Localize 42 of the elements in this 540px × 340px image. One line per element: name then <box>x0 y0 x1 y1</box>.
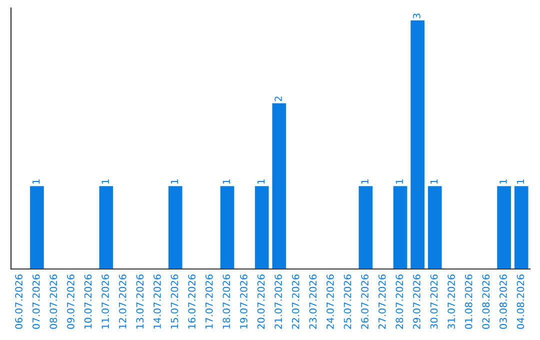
x-tick-label: 25.07.2026 <box>344 274 352 329</box>
data-label: 1 <box>430 179 438 184</box>
data-label: 1 <box>102 179 109 184</box>
x-tick-label: 29.07.2026 <box>413 274 420 329</box>
x-tick-label: 16.07.2026 <box>188 274 196 328</box>
x-tick-label: 03.08.2026 <box>500 274 507 329</box>
x-tick-label: 30.07.2026 <box>430 274 438 329</box>
x-tick-label: 06.07.2026 <box>15 274 22 329</box>
data-label: 1 <box>32 179 40 184</box>
x-tick-label: 21.07.2026 <box>274 274 282 329</box>
x-tick-label: 11.07.2026 <box>102 274 109 328</box>
data-label: 2 <box>274 96 282 102</box>
x-tick-label: 04.08.2026 <box>516 274 524 329</box>
data-label: 1 <box>257 179 265 184</box>
x-tick-label: 20.07.2026 <box>257 274 265 329</box>
x-tick-label: 15.07.2026 <box>170 274 178 328</box>
x-tick-label: 08.07.2026 <box>50 274 58 329</box>
x-tick-label: 12.07.2026 <box>118 274 126 328</box>
data-label: 1 <box>500 179 507 184</box>
data-label: 1 <box>222 179 230 184</box>
x-tick-label: 19.07.2026 <box>240 274 248 328</box>
x-tick-label: 27.07.2026 <box>378 274 386 329</box>
data-label: 3 <box>413 14 420 18</box>
x-tick-label: 07.07.2026 <box>32 274 40 329</box>
x-tick-label: 02.08.2026 <box>482 274 490 329</box>
data-label: 1 <box>170 179 178 184</box>
x-tick-label: 22.07.2026 <box>292 274 300 329</box>
x-tick-label: 14.07.2026 <box>154 274 161 328</box>
x-tick-label: 13.07.2026 <box>136 274 144 328</box>
x-tick-label: 26.07.2026 <box>361 274 368 329</box>
x-tick-label: 17.07.2026 <box>205 274 213 328</box>
x-tick-label: 23.07.2026 <box>309 274 317 329</box>
x-tick-label: 09.07.2026 <box>67 274 74 329</box>
data-label: 1 <box>361 179 368 184</box>
data-label: 1 <box>516 179 524 184</box>
x-tick-label: 18.07.2026 <box>222 274 230 328</box>
x-tick-label: 01.08.2026 <box>464 274 472 329</box>
data-label: 1 <box>396 179 403 184</box>
x-tick-label: 24.07.2026 <box>326 274 334 329</box>
x-tick-label: 28.07.2026 <box>396 274 404 329</box>
x-tick-label: 31.07.2026 <box>448 274 455 329</box>
x-tick-label: 10.07.2026 <box>84 274 92 328</box>
